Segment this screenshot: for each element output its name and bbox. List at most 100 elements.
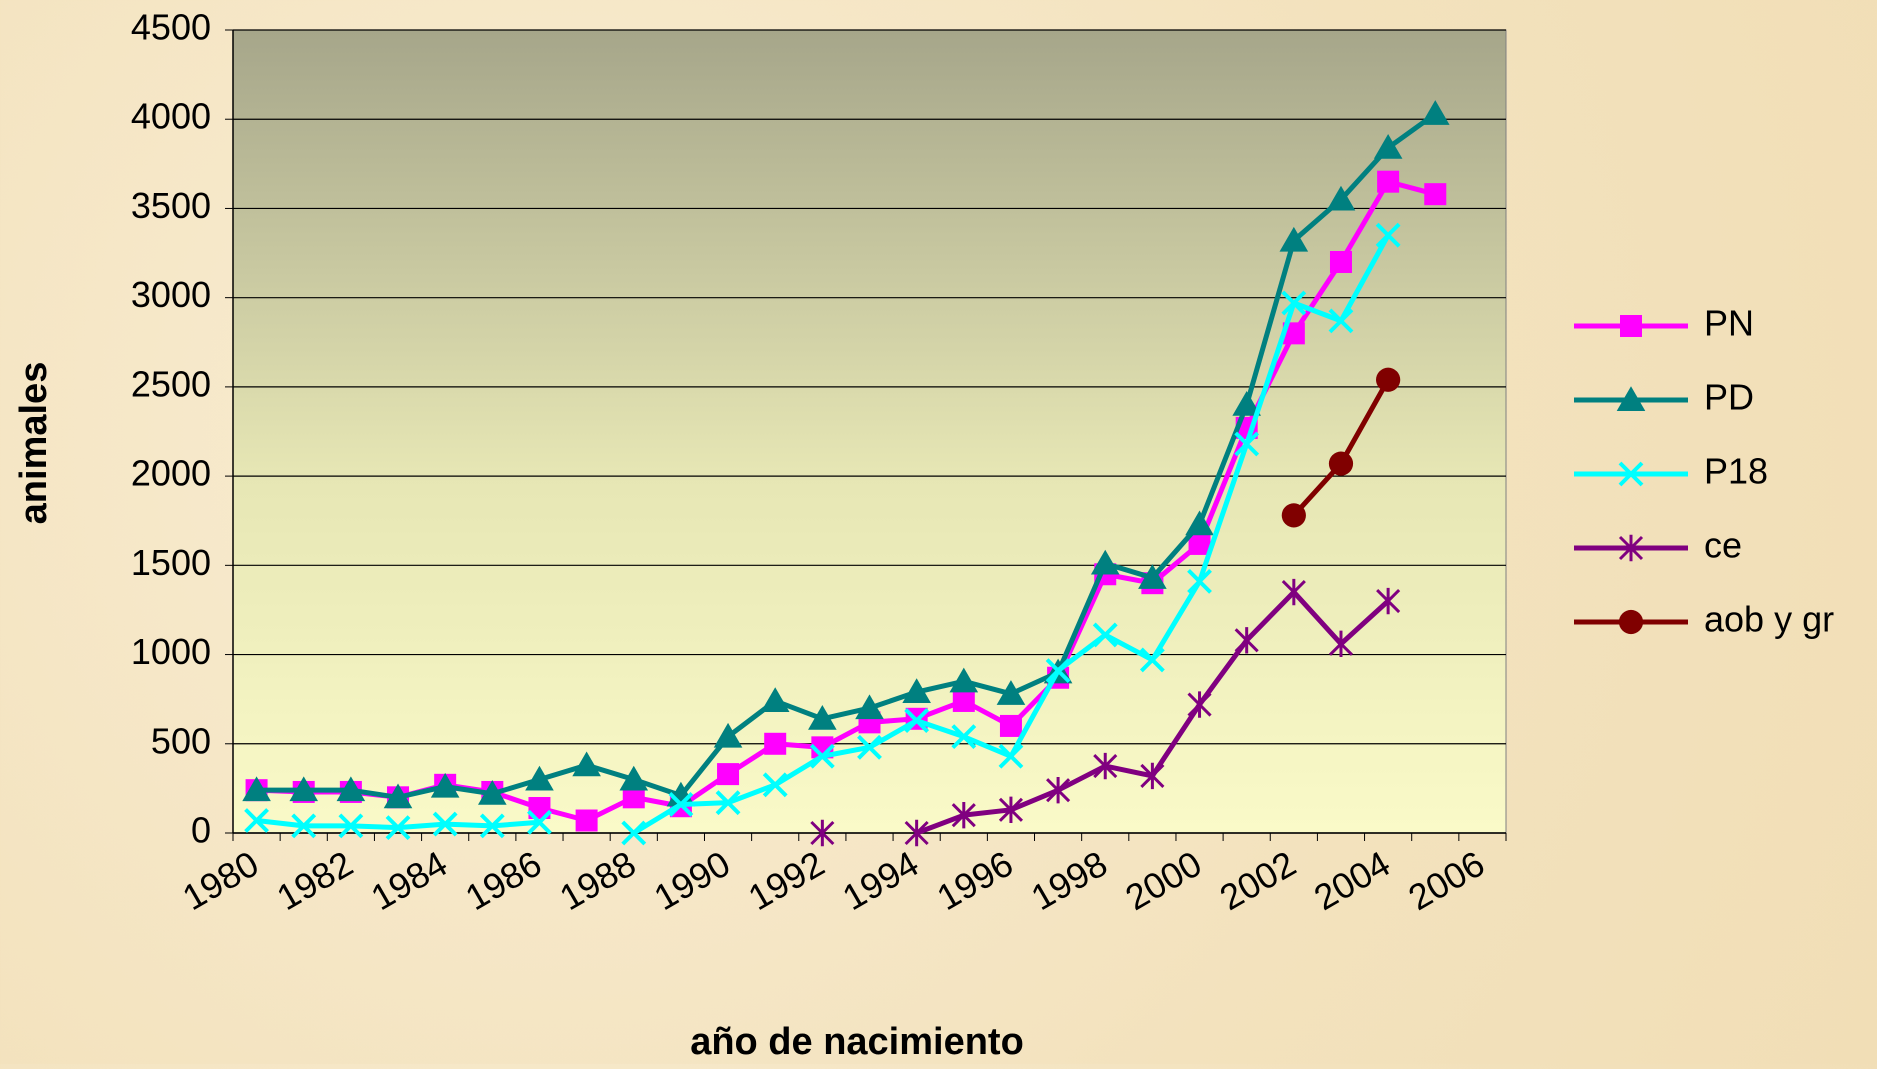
x-tick-label: 1990 — [647, 843, 737, 919]
marker — [1373, 134, 1403, 159]
y-tick-label: 2000 — [131, 453, 211, 494]
legend-label: PD — [1704, 377, 1754, 418]
x-tick-label: 1994 — [836, 843, 926, 919]
marker — [479, 813, 505, 839]
marker — [1618, 461, 1644, 487]
marker — [1329, 250, 1352, 273]
marker — [666, 781, 696, 807]
marker — [622, 786, 645, 809]
x-tick-label: 2000 — [1118, 843, 1208, 919]
marker — [1424, 183, 1447, 206]
marker — [527, 809, 552, 835]
x-tick-label: 2004 — [1307, 843, 1397, 919]
marker — [1328, 630, 1354, 658]
marker — [525, 765, 554, 791]
marker — [432, 811, 458, 837]
marker — [1138, 564, 1167, 589]
marker — [1234, 431, 1260, 457]
marker — [999, 714, 1022, 737]
marker — [952, 689, 975, 712]
marker — [1187, 568, 1212, 594]
marker — [951, 801, 976, 829]
marker — [998, 796, 1024, 824]
legend-label: PN — [1704, 303, 1754, 344]
marker — [902, 678, 931, 704]
marker — [857, 734, 882, 760]
x-tick-label: 1980 — [175, 843, 265, 919]
marker — [855, 694, 884, 720]
marker — [336, 776, 366, 802]
marker — [1616, 386, 1646, 411]
x-tick-label: 1982 — [270, 843, 360, 919]
legend-label: ce — [1704, 525, 1742, 566]
marker — [430, 772, 460, 798]
marker — [621, 820, 647, 846]
marker — [1185, 510, 1214, 536]
y-tick-label: 1000 — [131, 631, 211, 672]
legend-label: P18 — [1704, 451, 1768, 492]
marker — [1281, 290, 1307, 316]
marker — [1375, 222, 1401, 248]
y-tick-label: 2500 — [131, 363, 211, 404]
marker — [575, 809, 598, 832]
y-axis-title: animales — [13, 362, 55, 525]
marker — [383, 783, 413, 809]
marker — [1045, 658, 1071, 684]
marker — [809, 743, 835, 769]
x-tick-label: 1988 — [553, 843, 643, 919]
x-axis-title: año de nacimiento — [690, 1021, 1024, 1063]
marker — [1188, 532, 1211, 555]
marker — [528, 797, 551, 820]
marker — [810, 819, 835, 847]
marker — [291, 813, 317, 839]
marker — [904, 708, 930, 733]
marker — [949, 667, 979, 693]
marker — [338, 813, 364, 839]
marker — [478, 779, 507, 805]
marker — [1232, 390, 1261, 416]
marker — [385, 815, 411, 841]
marker — [668, 792, 694, 817]
marker — [1139, 647, 1165, 673]
marker — [760, 687, 790, 712]
y-tick-label: 0 — [191, 810, 211, 851]
marker — [715, 790, 741, 816]
marker — [1420, 100, 1450, 125]
y-tick-label: 500 — [151, 720, 211, 761]
marker — [1282, 322, 1305, 345]
x-tick-label: 2006 — [1401, 843, 1491, 919]
marker — [1187, 691, 1212, 718]
marker — [619, 765, 649, 791]
marker — [998, 743, 1024, 769]
marker — [572, 751, 601, 777]
marker — [713, 722, 743, 748]
y-tick-label: 1500 — [131, 542, 211, 583]
marker — [1328, 308, 1354, 334]
y-tick-label: 4000 — [131, 96, 211, 137]
marker — [1090, 549, 1120, 575]
legend-label: aob y gr — [1704, 599, 1834, 640]
marker — [1620, 315, 1642, 337]
marker — [242, 776, 271, 802]
x-tick-label: 1996 — [930, 843, 1020, 919]
marker — [1279, 226, 1309, 252]
x-tick-label: 1998 — [1024, 843, 1114, 919]
marker — [289, 776, 319, 802]
marker — [1281, 578, 1306, 606]
y-tick-label: 3000 — [131, 274, 211, 315]
y-tick-label: 3500 — [131, 185, 211, 226]
marker — [1376, 367, 1401, 392]
marker — [1093, 752, 1118, 780]
marker — [764, 732, 787, 755]
marker — [1326, 185, 1356, 211]
marker — [808, 705, 837, 730]
x-tick-label: 1986 — [458, 843, 548, 919]
marker — [1234, 627, 1259, 654]
marker — [1328, 451, 1354, 476]
marker — [1377, 170, 1400, 193]
marker — [762, 772, 788, 798]
marker — [1046, 776, 1071, 804]
marker — [1281, 503, 1306, 528]
marker — [1092, 622, 1118, 648]
